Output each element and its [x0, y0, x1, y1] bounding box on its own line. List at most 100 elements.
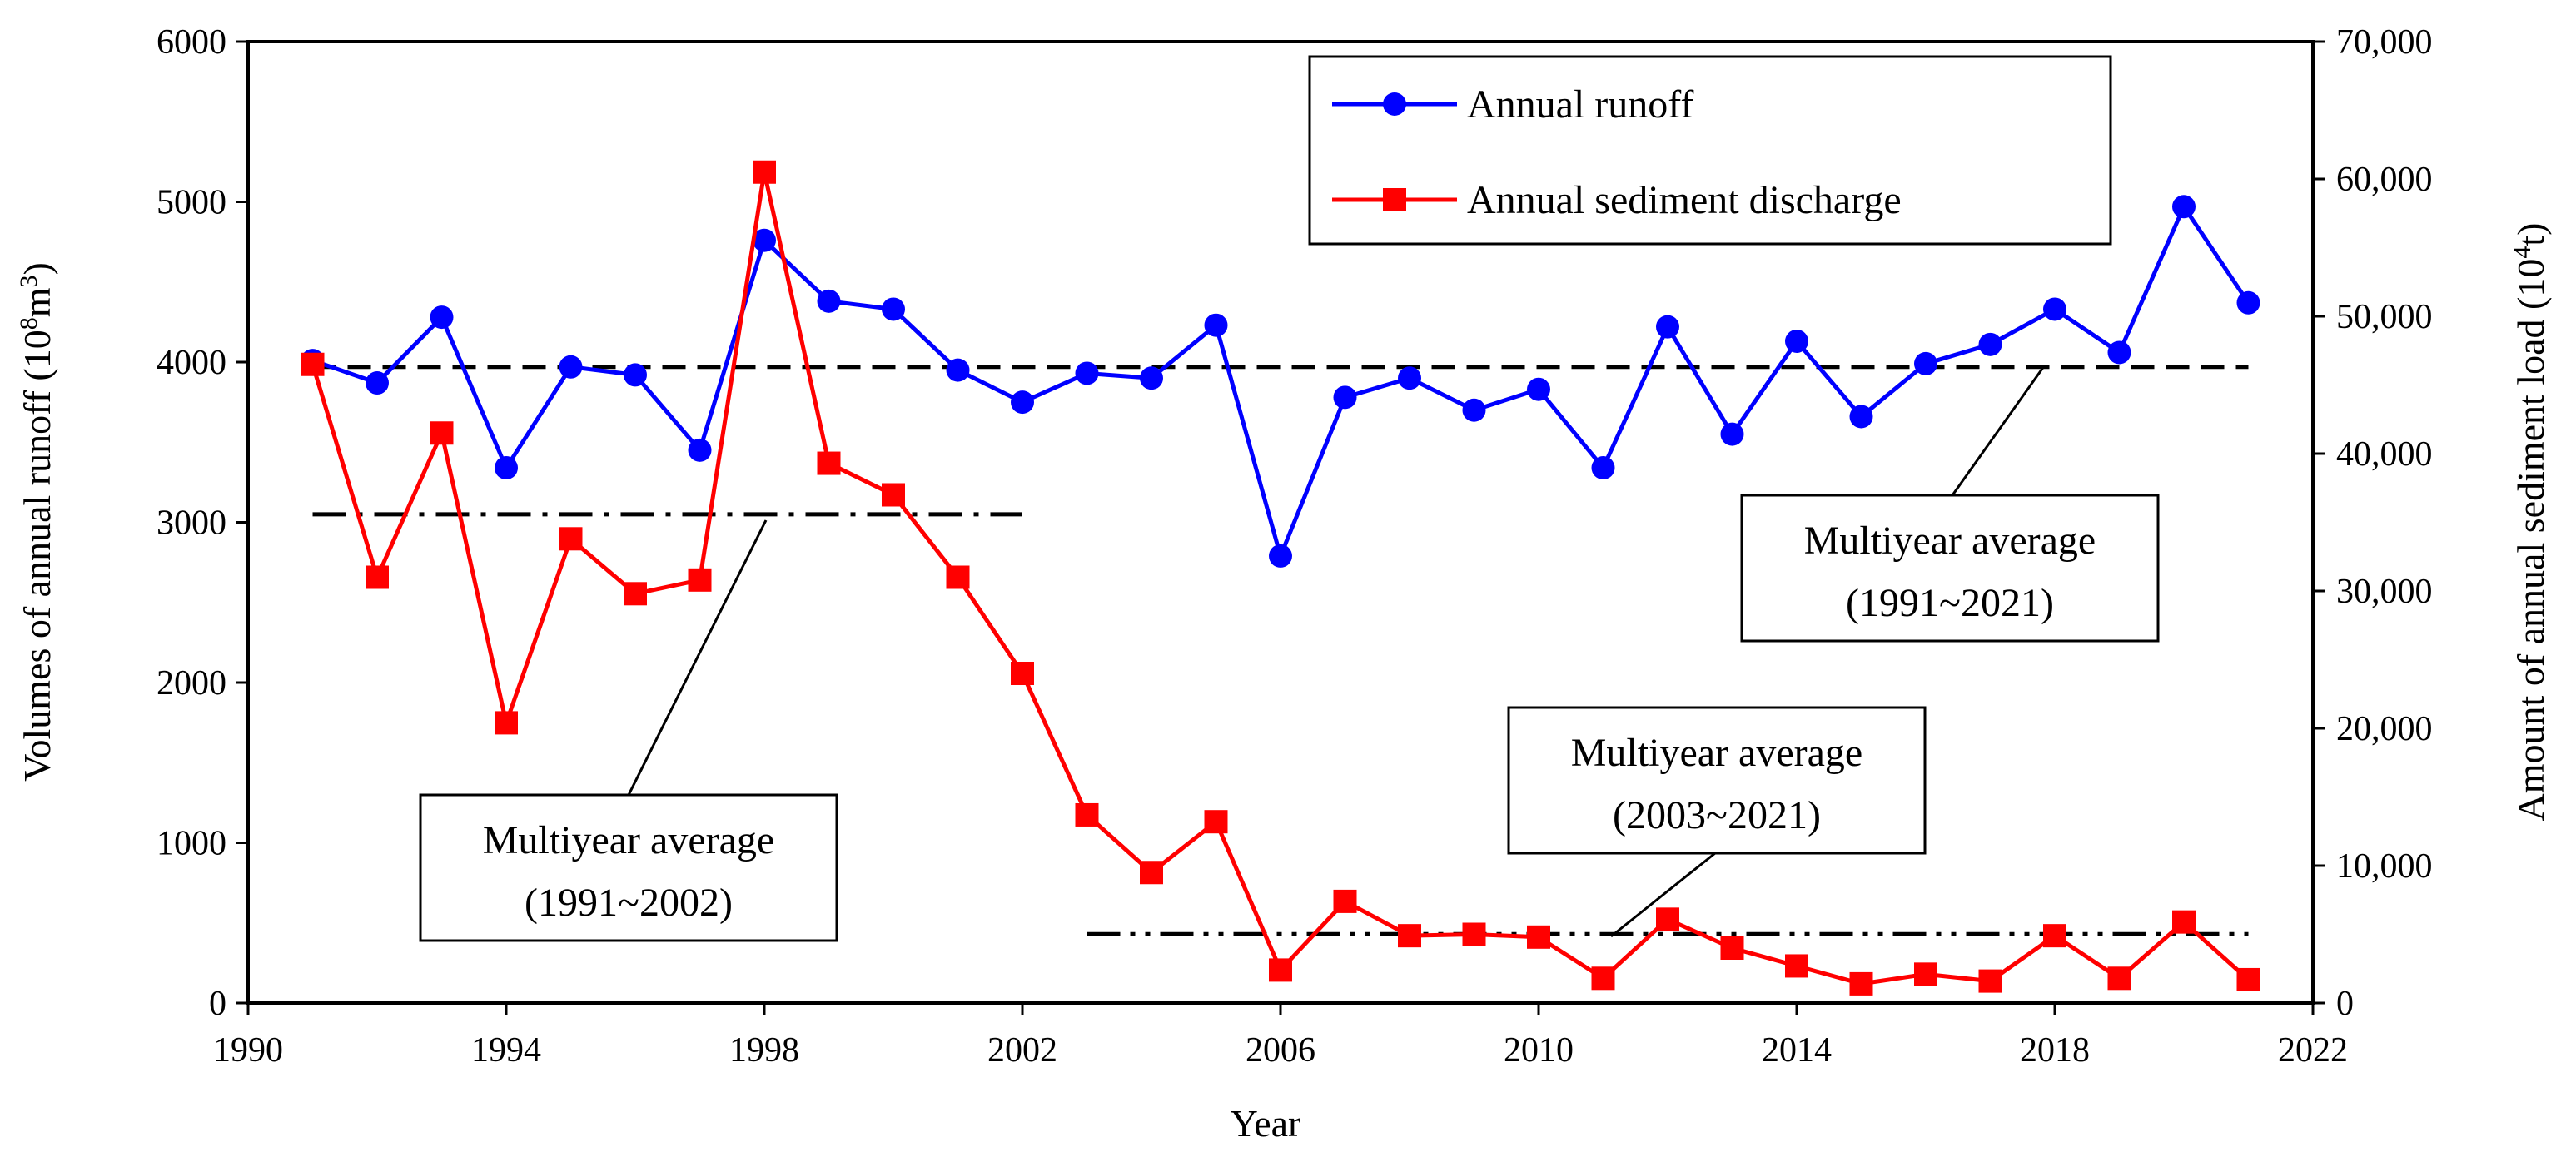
y-left-tick-label: 2000	[157, 664, 226, 703]
sediment-point	[495, 711, 518, 735]
x-tick-label: 2018	[2020, 1031, 2090, 1070]
x-tick-label: 1994	[471, 1031, 541, 1070]
y-right-tick-label: 70,000	[2336, 23, 2433, 62]
runoff-point	[1011, 390, 1034, 415]
sediment-point	[753, 160, 776, 184]
sediment-point	[2107, 966, 2131, 991]
legend-runoff-label: Annual runoff	[1467, 82, 1693, 127]
sediment-point	[1591, 966, 1615, 991]
sediment-point	[1075, 802, 1099, 827]
runoff-point	[1140, 366, 1163, 390]
annotation-1991-2002-label: Multiyear average	[483, 818, 774, 862]
annotation-box-1991-2002	[419, 793, 838, 942]
y-left-tick-label: 3000	[157, 504, 226, 543]
runoff-point	[817, 289, 841, 313]
runoff-point	[495, 456, 518, 480]
runoff-point	[366, 371, 389, 395]
runoff-point	[2236, 290, 2260, 315]
legend-sediment-marker	[1383, 188, 1406, 211]
annotation-2003-2021-label: Multiyear average	[1571, 731, 1862, 775]
x-tick-label: 2002	[987, 1031, 1057, 1070]
sediment-point	[1269, 958, 1292, 982]
sediment-point	[301, 352, 325, 376]
runoff-point	[1075, 361, 1099, 385]
runoff-point	[2107, 340, 2131, 365]
sediment-point	[624, 582, 647, 606]
y-axis-left-title-close: )	[16, 262, 58, 275]
sediment-point	[1720, 936, 1744, 960]
sediment-point	[882, 483, 905, 507]
y-right-tick-label: 60,000	[2336, 161, 2433, 199]
runoff-point	[2172, 195, 2196, 219]
runoff-point	[1849, 405, 1873, 429]
y-axis-left-title-sup2: 3	[15, 276, 42, 288]
runoff-point	[1204, 313, 1228, 337]
annotation-leader-1991-2021	[1951, 365, 2046, 496]
runoff-point	[430, 305, 454, 330]
runoff-point	[946, 358, 970, 382]
runoff-point	[753, 228, 776, 252]
sediment-point	[1785, 954, 1808, 978]
annotation-2003-2021-period: (2003~2021)	[1613, 793, 1821, 837]
x-tick-label: 1998	[729, 1031, 799, 1070]
y-left-tick-label: 6000	[157, 23, 226, 62]
y-left-tick-label: 1000	[157, 825, 226, 863]
annotation-leader-2003-2021	[1610, 852, 1716, 938]
y-right-tick-label: 50,000	[2336, 298, 2433, 336]
y-left-tick-label: 5000	[157, 184, 226, 222]
runoff-point	[1398, 366, 1421, 390]
runoff-point	[1914, 351, 1937, 375]
y-right-tick-label: 0	[2336, 985, 2354, 1023]
sediment-point	[946, 565, 970, 589]
annotation-box-1991-2021	[1740, 494, 2160, 643]
sediment-point	[366, 565, 389, 589]
runoff-point	[1720, 422, 1744, 446]
sediment-point	[1140, 861, 1163, 885]
x-tick-label: 2014	[1762, 1031, 1832, 1070]
series-layer	[301, 160, 2260, 996]
runoff-point	[688, 438, 712, 462]
y-right-tick-label: 10,000	[2336, 847, 2433, 886]
sediment-point	[2043, 924, 2066, 948]
annotation-1991-2021-period: (1991~2021)	[1846, 581, 2054, 625]
y-axis-right-title-main: Amount of annual sediment load (10	[2509, 259, 2552, 822]
annotation-leader-1991-2002	[627, 519, 768, 796]
runoff-point	[1978, 332, 2002, 356]
sediment-point	[1462, 922, 1486, 946]
y-left-tick-label: 0	[209, 985, 226, 1023]
runoff-point	[1591, 456, 1615, 480]
legend-box	[1308, 55, 2112, 246]
sediment-point	[1849, 971, 1873, 996]
sediment-point	[559, 527, 583, 551]
sediment-point	[688, 568, 712, 592]
runoff-point	[559, 355, 583, 379]
y-axis-left-title: Volumes of annual runoff (108m3)	[15, 262, 59, 782]
y-axis-right-title: Amount of annual sediment load (104t)	[2509, 223, 2553, 822]
axes-layer: 1990 1994 1998 2002 2006 2010 2014 2018 2022 0 100…	[157, 23, 2433, 1070]
y-axis-left-title-sup1: 8	[15, 317, 42, 330]
x-tick-label: 2010	[1504, 1031, 1574, 1070]
runoff-point	[1527, 377, 1550, 401]
sediment-point	[2172, 910, 2196, 934]
x-tick-label: 2022	[2278, 1031, 2348, 1070]
runoff-point	[1785, 329, 1808, 353]
y-right-tick-label: 20,000	[2336, 710, 2433, 748]
x-axis-title: Year	[1231, 1102, 1301, 1145]
sediment-point	[2236, 967, 2260, 991]
y-left-tick-label: 4000	[157, 344, 226, 382]
annotation-1991-2002-period: (1991~2002)	[525, 881, 733, 925]
runoff-point	[1462, 398, 1486, 422]
y-axis-left-title-main: Volumes of annual runoff (10	[16, 330, 58, 782]
sediment-point	[1333, 889, 1357, 913]
y-axis-right-title-close: t)	[2509, 223, 2552, 246]
runoff-point	[882, 297, 905, 321]
sediment-point	[1656, 907, 1679, 931]
sediment-point	[430, 421, 454, 445]
sediment-point	[1978, 969, 2002, 993]
sediment-point	[1527, 925, 1550, 949]
y-axis-left-title-unit: m	[16, 287, 58, 317]
sediment-point	[1398, 924, 1421, 948]
sediment-point	[1204, 810, 1228, 834]
sediment-point	[1011, 662, 1034, 685]
